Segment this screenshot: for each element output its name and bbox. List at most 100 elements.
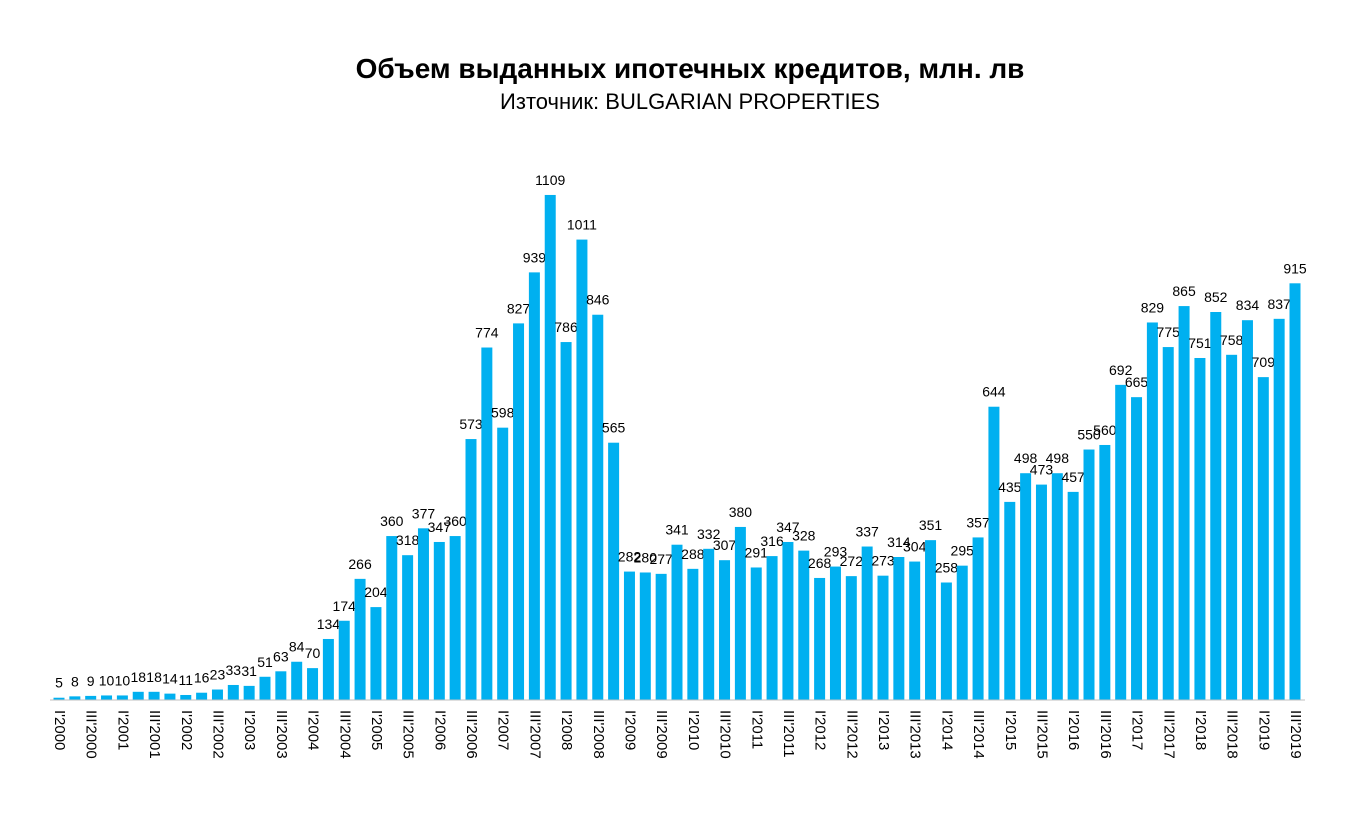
value-label: 915: [1283, 260, 1307, 276]
bar: [671, 544, 683, 700]
value-label: 347: [428, 519, 452, 535]
value-label: 357: [966, 514, 990, 530]
x-tick-label: I'2016: [1065, 710, 1082, 750]
bar: [1051, 473, 1063, 700]
bar: [243, 685, 255, 700]
bar: [925, 540, 937, 700]
x-tick-label: III'2000: [83, 710, 100, 759]
value-label: 692: [1109, 362, 1133, 378]
value-label: 837: [1267, 296, 1291, 312]
bar: [148, 691, 160, 700]
value-label: 598: [491, 405, 515, 421]
x-tick-label: I'2013: [875, 710, 892, 750]
bar: [338, 620, 350, 700]
value-label: 174: [333, 598, 357, 614]
value-label: 282: [618, 549, 642, 565]
bar: [1289, 283, 1301, 700]
value-label: 204: [364, 584, 388, 600]
value-label: 10: [99, 672, 115, 688]
x-tick-label: III'2002: [209, 710, 226, 759]
value-label: 351: [919, 517, 943, 533]
value-label: 307: [713, 537, 737, 553]
value-label: 360: [443, 513, 467, 529]
bar: [1210, 311, 1222, 700]
value-label: 9: [87, 673, 95, 689]
value-label: 751: [1188, 335, 1212, 351]
value-label: 5: [55, 675, 63, 691]
bar: [433, 541, 445, 700]
value-label: 573: [459, 416, 483, 432]
bar: [766, 556, 778, 700]
bar: [85, 695, 97, 700]
value-label: 31: [241, 663, 257, 679]
bar: [465, 439, 477, 700]
x-tick-label: III'2013: [907, 710, 924, 759]
bar: [227, 684, 239, 700]
bar: [608, 442, 620, 700]
bar: [69, 696, 81, 700]
x-tick-label: I'2001: [114, 710, 131, 750]
value-label: 258: [935, 560, 959, 576]
x-tick-label: I'2010: [685, 710, 702, 750]
value-label: 293: [824, 544, 848, 560]
bar: [687, 568, 699, 700]
bar: [1146, 322, 1158, 700]
bar: [814, 577, 826, 700]
x-tick-label: III'2014: [970, 710, 987, 759]
bar: [180, 694, 192, 700]
bar: [132, 691, 144, 700]
value-label: 268: [808, 555, 832, 571]
bar: [592, 314, 604, 700]
x-tick-label: III'2004: [336, 710, 353, 759]
x-tick-label: I'2007: [495, 710, 512, 750]
value-label: 11: [178, 672, 193, 688]
value-label: 644: [982, 384, 1006, 400]
bar: [164, 693, 176, 700]
value-label: 314: [887, 534, 911, 550]
bar: [1035, 484, 1047, 700]
x-tick-label: I'2019: [1255, 710, 1272, 750]
bar: [402, 555, 414, 700]
value-label: 33: [226, 662, 242, 678]
chart-subtitle: Източник: BULGARIAN PROPERTIES: [500, 89, 880, 114]
x-tick-label: III'2005: [400, 710, 417, 759]
value-label: 498: [1014, 450, 1038, 466]
bar: [386, 536, 398, 700]
x-tick-label: I'2015: [1002, 710, 1019, 750]
bar: [1241, 320, 1253, 700]
bar: [829, 566, 841, 700]
value-label: 18: [146, 669, 162, 685]
x-tick-label: I'2012: [812, 710, 829, 750]
bar: [1226, 354, 1238, 700]
bar: [1067, 491, 1079, 700]
value-label: 51: [257, 654, 273, 670]
x-tick-label: III'2016: [1097, 710, 1114, 759]
chart-title: Объем выданных ипотечных кредитов, млн. …: [356, 53, 1025, 84]
bar: [417, 528, 429, 700]
bar: [798, 550, 810, 700]
bar: [1131, 397, 1143, 700]
value-label: 360: [380, 513, 404, 529]
bar: [196, 692, 208, 700]
bar: [1194, 357, 1206, 700]
bar: [1257, 377, 1269, 700]
value-label: 10: [115, 672, 131, 688]
bar: [1178, 306, 1190, 700]
value-label: 827: [507, 300, 531, 316]
bar: [750, 567, 762, 700]
bar: [528, 272, 540, 700]
value-label: 337: [855, 524, 879, 540]
value-label: 273: [871, 553, 895, 569]
bar: [1083, 449, 1095, 700]
value-label: 758: [1220, 332, 1244, 348]
x-tick-label: I'2005: [368, 710, 385, 750]
value-label: 550: [1077, 427, 1101, 443]
value-label: 16: [194, 670, 210, 686]
value-label: 775: [1157, 324, 1181, 340]
bar: [1004, 501, 1016, 700]
bar: [1162, 347, 1174, 700]
x-tick-label: III'2010: [717, 710, 734, 759]
x-tick-label: III'2019: [1287, 710, 1304, 759]
value-label: 834: [1236, 297, 1260, 313]
value-label: 829: [1141, 299, 1165, 315]
